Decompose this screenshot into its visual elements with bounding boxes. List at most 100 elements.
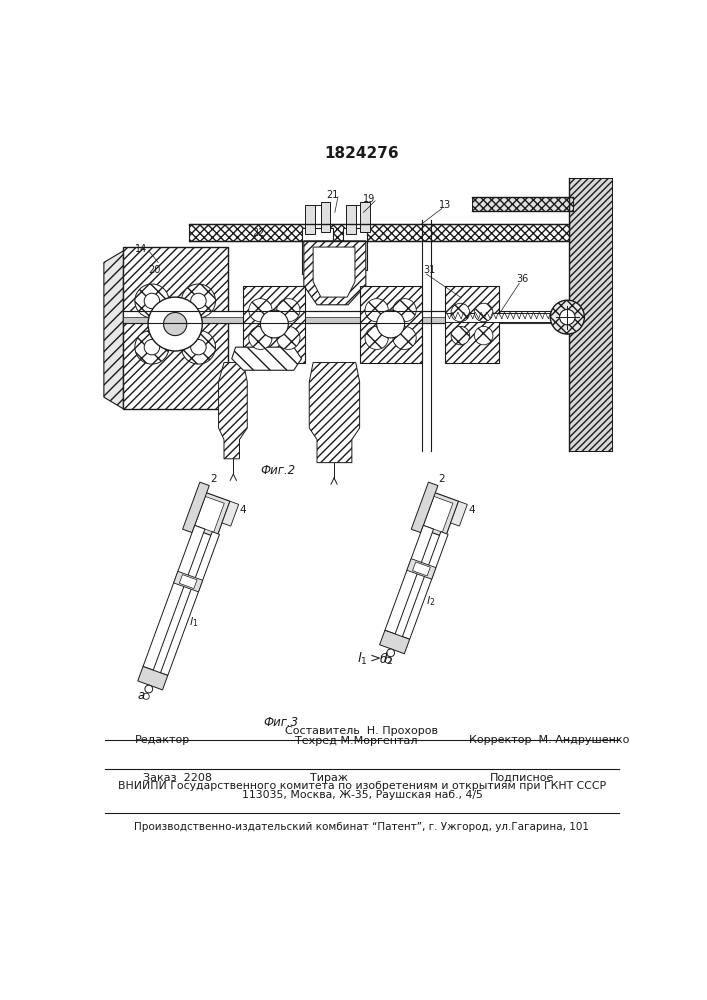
Bar — [344, 228, 367, 270]
Circle shape — [144, 293, 160, 309]
Polygon shape — [413, 562, 431, 576]
Circle shape — [474, 326, 493, 345]
Text: 113035, Москва, Ж-35, Раушская наб., 4/5: 113035, Москва, Ж-35, Раушская наб., 4/5 — [242, 790, 482, 800]
Bar — [361, 202, 370, 232]
Polygon shape — [143, 525, 205, 670]
Text: Производственно-издательский комбинат “Патент”, г. Ужгород, ул.Гагарина, 101: Производственно-издательский комбинат “П… — [134, 822, 590, 832]
Polygon shape — [411, 482, 438, 533]
Bar — [346, 205, 356, 234]
Bar — [189, 224, 569, 241]
Text: Фиг.2: Фиг.2 — [261, 464, 296, 477]
Polygon shape — [385, 525, 433, 634]
Polygon shape — [232, 347, 301, 370]
Text: 2: 2 — [439, 474, 445, 484]
Bar — [308, 205, 322, 243]
Bar — [123, 317, 557, 323]
Bar — [305, 205, 315, 234]
Text: $l_1 > l_2$: $l_1 > l_2$ — [357, 651, 394, 667]
Circle shape — [365, 299, 388, 322]
Polygon shape — [313, 247, 355, 297]
Text: a: a — [138, 689, 145, 702]
Circle shape — [143, 693, 149, 699]
Bar — [123, 311, 557, 323]
Text: 1824276: 1824276 — [325, 146, 399, 161]
Text: 13: 13 — [439, 200, 451, 210]
Bar — [360, 286, 421, 363]
Polygon shape — [218, 363, 247, 459]
Polygon shape — [180, 575, 197, 589]
Polygon shape — [423, 496, 453, 532]
Circle shape — [276, 299, 300, 322]
Circle shape — [451, 326, 469, 345]
Bar — [445, 286, 499, 363]
Bar — [123, 247, 228, 409]
Text: Заказ  2208: Заказ 2208 — [143, 773, 211, 783]
Circle shape — [387, 649, 395, 657]
Circle shape — [550, 300, 585, 334]
Polygon shape — [182, 482, 209, 533]
Bar — [301, 228, 332, 274]
Bar — [445, 286, 499, 363]
Bar — [123, 247, 228, 409]
Polygon shape — [304, 241, 366, 305]
Circle shape — [474, 303, 493, 322]
Circle shape — [377, 310, 404, 338]
Polygon shape — [138, 666, 168, 690]
Polygon shape — [380, 630, 409, 654]
Polygon shape — [194, 496, 224, 532]
Circle shape — [260, 310, 288, 338]
Circle shape — [191, 339, 206, 355]
Text: Фиг.3: Фиг.3 — [263, 716, 298, 729]
Text: 2: 2 — [210, 474, 217, 484]
Bar — [243, 286, 305, 363]
Text: б: б — [380, 653, 387, 666]
Circle shape — [276, 326, 300, 349]
Bar — [445, 312, 569, 322]
Polygon shape — [450, 501, 467, 526]
Text: 20: 20 — [148, 265, 160, 275]
Text: Тираж: Тираж — [310, 773, 348, 783]
Polygon shape — [104, 251, 123, 409]
Polygon shape — [160, 532, 219, 675]
Polygon shape — [402, 532, 448, 639]
Text: Корректор  М. Андрушенко: Корректор М. Андрушенко — [469, 735, 630, 745]
Bar — [569, 178, 612, 451]
Polygon shape — [174, 571, 203, 592]
Circle shape — [365, 326, 388, 349]
Circle shape — [249, 299, 272, 322]
Circle shape — [135, 330, 169, 364]
Text: ВНИИПИ Государственного комитета по изобретениям и открытиям при ГКНТ СССР: ВНИИПИ Государственного комитета по изоб… — [118, 781, 606, 791]
Text: Техред М.Моргентал: Техред М.Моргентал — [295, 736, 417, 746]
Text: 36: 36 — [516, 274, 529, 284]
Polygon shape — [222, 501, 239, 526]
Bar — [243, 286, 305, 363]
Circle shape — [385, 657, 391, 663]
Bar — [472, 197, 573, 211]
Text: 19: 19 — [363, 194, 375, 204]
Text: $l_2$: $l_2$ — [426, 594, 435, 608]
Circle shape — [451, 303, 469, 322]
Circle shape — [135, 284, 169, 318]
Text: Составитель  Н. Прохоров: Составитель Н. Прохоров — [286, 726, 438, 736]
Circle shape — [144, 339, 160, 355]
Circle shape — [148, 297, 202, 351]
Circle shape — [163, 312, 187, 336]
Circle shape — [191, 293, 206, 309]
Circle shape — [182, 330, 216, 364]
Bar — [189, 224, 569, 241]
Polygon shape — [309, 363, 360, 463]
Text: 31: 31 — [423, 265, 436, 275]
Circle shape — [393, 326, 416, 349]
Text: Редактор: Редактор — [135, 735, 190, 745]
Polygon shape — [407, 559, 436, 579]
Circle shape — [393, 299, 416, 322]
Text: 4: 4 — [469, 505, 475, 515]
Text: 14: 14 — [135, 244, 147, 254]
Bar — [321, 202, 330, 232]
Circle shape — [559, 309, 575, 325]
Bar — [360, 286, 421, 363]
Circle shape — [145, 685, 153, 693]
Circle shape — [182, 284, 216, 318]
Text: 21: 21 — [327, 190, 339, 200]
Text: 4: 4 — [240, 505, 247, 515]
